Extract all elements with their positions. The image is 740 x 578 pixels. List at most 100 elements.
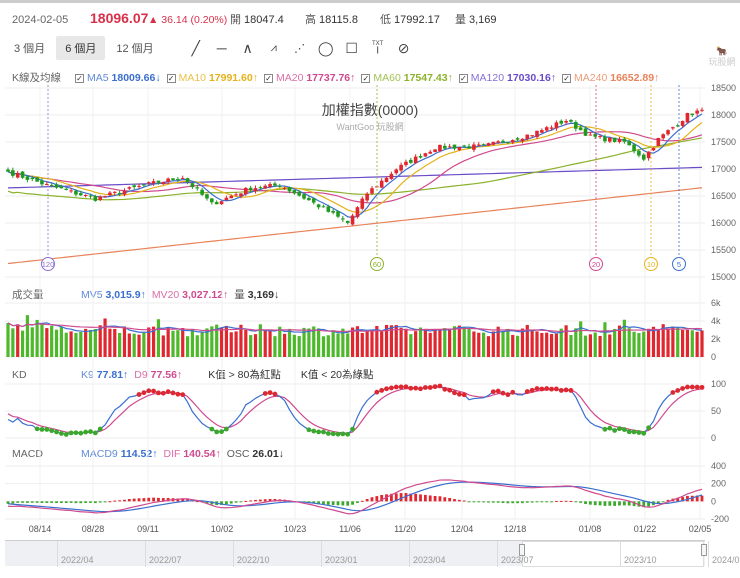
candle-body [302, 194, 306, 199]
kd-axis-tick-label: 0 [711, 433, 716, 443]
navigator-window[interactable] [522, 541, 704, 567]
legend-ma120[interactable]: ✓ MA120 17030.16↑ [458, 71, 556, 84]
kd-oversold-dot [58, 431, 64, 436]
quote-bar: 2024-02-05 18096.07 ▲ 36.14 (0.20%) 開 180… [12, 10, 530, 27]
angle-tool-icon[interactable]: ∧ [242, 39, 253, 56]
legend-ma240[interactable]: ✓ MA240 16652.89↑ [562, 72, 659, 84]
legend-value: 17991.60↑ [208, 71, 258, 84]
candle-body [6, 169, 10, 172]
candle-body [476, 144, 481, 146]
volume-bar [515, 335, 520, 357]
volume-bar [438, 329, 442, 357]
candle-body [88, 195, 93, 197]
osc-bar [579, 501, 583, 503]
volume-bar [482, 332, 486, 357]
volume-bar [312, 326, 316, 357]
rectangle-tool-icon[interactable]: ☐ [345, 39, 358, 56]
date-tick-label: 12/18 [504, 524, 527, 534]
candle-body [370, 188, 374, 194]
volume-bar [79, 331, 83, 357]
range-12m-button[interactable]: 12 個月 [116, 43, 154, 55]
checkbox[interactable]: ✓ [458, 73, 468, 83]
ma120-line [7, 166, 703, 189]
candle-body [350, 215, 355, 225]
osc-bar [326, 501, 330, 505]
osc-bar [26, 501, 29, 503]
volume-bar [156, 319, 161, 357]
horizontal-line-tool-icon[interactable]: ─ [216, 40, 227, 56]
navigator-right-handle[interactable] [701, 544, 707, 556]
candle-body [205, 194, 209, 199]
volume-bar [147, 327, 151, 357]
range-navigator[interactable]: 2022/04 2022/07 2022/10 2023/01 2023/04 2023/… [5, 540, 740, 567]
kd-axis-tick-label: 100 [711, 379, 726, 389]
kd-overbought-dot [558, 388, 564, 393]
candle-body [161, 181, 166, 185]
osc-bar [45, 501, 49, 503]
checkbox[interactable]: ✓ [75, 73, 85, 83]
checkbox[interactable]: ✓ [361, 73, 371, 83]
abcd-pattern-tool-icon[interactable]: ⋰ [294, 42, 306, 55]
checkbox[interactable]: ✓ [263, 73, 273, 83]
checkbox[interactable]: ✓ [562, 73, 572, 83]
volume-bar [375, 326, 379, 357]
osc-bar [35, 501, 39, 503]
volume-bar [263, 329, 267, 357]
volume-bar [176, 330, 180, 357]
volume-bar [151, 326, 156, 357]
abc-pattern-tool-icon[interactable]: ⩘ [270, 41, 277, 54]
chart-canvas[interactable]: 18500 18000 17500 17000 16500 16000 15500 15000… [0, 0, 740, 540]
macd-legend: MACD MACD9 114.52↑ DIF 140.54↑ OSC 26.01↓ [12, 448, 290, 460]
osc-bar [161, 498, 165, 502]
volume-bar [535, 331, 539, 357]
volume-bar [249, 335, 253, 357]
legend-name: MA120 [470, 71, 505, 84]
osc-bar [312, 501, 316, 504]
osc-bar [157, 497, 160, 502]
osc-bar [380, 495, 384, 502]
checkbox[interactable]: ✓ [166, 73, 176, 83]
volume-bar [292, 334, 296, 357]
circle-tool-icon[interactable]: ◯ [317, 39, 334, 56]
osc-bar [462, 500, 466, 502]
top-border [0, 0, 740, 3]
legend-量: 量 3,169↓ [234, 289, 279, 301]
candle-body [277, 185, 282, 187]
candle-body [404, 161, 408, 166]
date-tick-label: 01/08 [579, 524, 602, 534]
kd-note-red: K值 > 80為紅點 [208, 369, 281, 381]
range-3m-button[interactable]: 3 個月 [14, 43, 46, 55]
legend-value: 26.01↓ [252, 448, 284, 460]
candle-body [98, 196, 103, 200]
kd-overbought-dot [447, 387, 453, 393]
legend-ma60[interactable]: ✓ MA60 17547.43↑ [361, 72, 453, 84]
legend-ma10[interactable]: ✓ MA10 17991.60↑ [166, 71, 258, 84]
kd-oversold-dot [39, 427, 45, 432]
osc-bar [93, 501, 97, 504]
volume-bar [569, 335, 573, 357]
candle-body [258, 187, 263, 189]
osc-bar [511, 501, 515, 504]
legend-ma5[interactable]: ✓ MA5 18009.66↓ [75, 72, 161, 84]
line-tool-icon[interactable]: ╱ [191, 39, 200, 56]
kd-overbought-dot [403, 384, 409, 390]
volume-bar [404, 328, 408, 357]
high-value: 18115.8 [319, 14, 358, 26]
osc-bar [108, 501, 112, 503]
legend-ma20[interactable]: ✓ MA20 17737.76↑ [263, 72, 355, 84]
range-6m-button[interactable]: 6 個月 [56, 36, 106, 60]
volume-label: 量 [455, 14, 466, 26]
candle-body [297, 191, 301, 196]
navigator-left-handle[interactable] [519, 544, 525, 556]
hide-drawings-icon[interactable]: ⊘ [397, 39, 410, 56]
volume-bar [443, 328, 447, 357]
kd-overbought-dot [495, 388, 501, 394]
text-tool-icon[interactable]: TXT ┃ [372, 41, 384, 54]
kd-overbought-dot [180, 392, 186, 398]
ma-marker-label: 10 [647, 260, 655, 269]
candle-body [685, 112, 690, 123]
osc-bar [700, 495, 704, 502]
kd-overbought-dot [393, 384, 399, 390]
kd-oversold-dot [311, 428, 317, 434]
kd-oversold-dot [73, 430, 79, 436]
